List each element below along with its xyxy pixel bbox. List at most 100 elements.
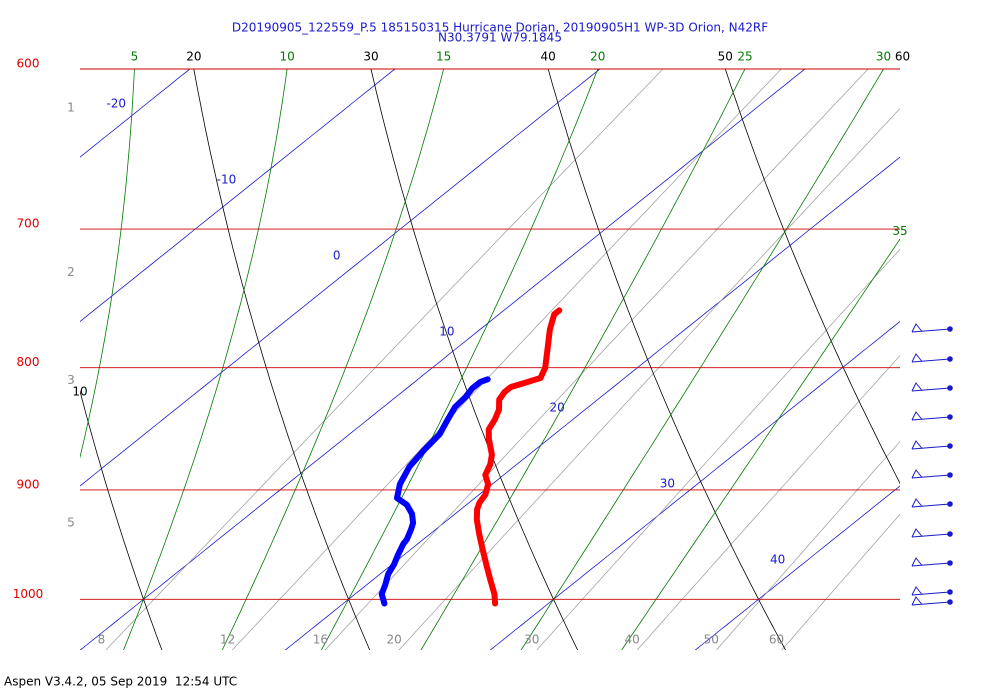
barb-flag (911, 557, 923, 567)
barb-staff (911, 503, 951, 508)
level-label: 3 (67, 373, 75, 387)
moist-adiabat-label: 15 (436, 50, 451, 64)
dry-adiabat-label: 20 (186, 50, 201, 64)
isotherm (694, 485, 900, 650)
barb-staff (911, 416, 951, 421)
mixing-ratio-label: 20 (386, 633, 401, 647)
profile-line (378, 376, 491, 607)
isotherm-label: -10 (217, 173, 237, 187)
barb-flag (911, 353, 923, 363)
moist-adiabat (420, 69, 746, 650)
wind-barb (911, 382, 953, 392)
barb-dot (947, 589, 953, 595)
barb-flag (911, 440, 923, 450)
barb-flag (911, 323, 923, 333)
barb-staff (911, 533, 951, 538)
wind-barb (911, 557, 953, 567)
wind-barb (911, 411, 953, 421)
dry-adiabat (370, 69, 579, 650)
moist-adiabat (520, 69, 884, 650)
barb-flag (911, 498, 923, 508)
mixing-ratio-line (636, 354, 900, 650)
wind-barb (911, 498, 953, 508)
isotherm-label: 40 (770, 553, 785, 567)
barb-flag (911, 411, 923, 421)
barb-staff (911, 445, 951, 450)
barb-dot (947, 472, 953, 478)
barb-flag (911, 596, 923, 606)
dry-adiabat-label: 30 (363, 50, 378, 64)
mixing-ratio-label: 60 (769, 633, 784, 647)
wind-barb (911, 586, 953, 596)
mixing-ratio-label: 50 (704, 633, 719, 647)
dry-adiabat-label: 50 (718, 50, 733, 64)
isotherm-label: 10 (439, 325, 454, 339)
footer: Aspen V3.4.2, 05 Sep 2019 12:54 UTC (4, 675, 237, 689)
y-tick-label: 800 (17, 355, 40, 369)
isotherm-label: 0 (333, 249, 341, 263)
isotherm (80, 69, 601, 487)
mixing-ratio-line (781, 513, 900, 650)
wind-barb (911, 440, 953, 450)
moist-adiabat-label: 5 (131, 50, 139, 64)
dry-adiabat-label: 10 (72, 385, 87, 399)
profile-line (473, 307, 563, 607)
background-lines (80, 69, 900, 650)
wind-barb (911, 596, 953, 606)
moist-adiabat-label: 35 (892, 224, 907, 238)
mixing-ratio-label: 8 (98, 633, 106, 647)
barb-dot (947, 560, 953, 566)
y-tick-label: 700 (17, 217, 40, 231)
barb-dot (947, 385, 953, 391)
moist-adiabat (221, 69, 445, 650)
moist-adiabat (621, 238, 900, 650)
barb-staff (911, 601, 951, 606)
barb-staff (911, 328, 951, 333)
barb-staff (911, 358, 951, 363)
isotherm-label: 30 (660, 477, 675, 491)
wind-barb (911, 469, 953, 479)
barb-staff (911, 474, 951, 479)
barb-flag (911, 586, 923, 596)
dry-adiabat (547, 69, 786, 650)
isotherm (80, 69, 806, 650)
wind-barb (911, 353, 953, 363)
barb-dot (947, 326, 953, 332)
barb-dot (947, 356, 953, 362)
wind-barb (911, 323, 953, 333)
moist-adiabat-label: 10 (279, 50, 294, 64)
barb-dot (947, 531, 953, 537)
mixing-ratio-line (398, 107, 900, 650)
moist-adiabat-label: 30 (876, 50, 891, 64)
mixing-ratio-label: 16 (313, 633, 328, 647)
mixing-ratio-line (231, 69, 782, 650)
barb-staff (911, 387, 951, 392)
barb-dot (947, 414, 953, 420)
barb-flag (911, 469, 923, 479)
y-tick-label: 600 (17, 57, 40, 71)
barb-dot (947, 443, 953, 449)
isotherm-label: 20 (550, 401, 565, 415)
mixing-ratio-line (716, 441, 900, 650)
isotherm (80, 69, 396, 323)
y-tick-label: 1000 (13, 587, 44, 601)
barb-dot (947, 501, 953, 507)
mixing-ratio-label: 30 (524, 633, 539, 647)
isotherm (284, 156, 900, 650)
moist-adiabat (123, 69, 288, 650)
dry-adiabat (193, 69, 371, 650)
moist-adiabat (80, 69, 135, 459)
isotherm (489, 321, 900, 650)
moist-adiabat (320, 69, 599, 650)
barb-flag (911, 528, 923, 538)
isotherm-label: -20 (106, 97, 126, 111)
chart-title: D20190905_122559_P.5 185150315 Hurricane… (232, 21, 768, 35)
dry-adiabat (724, 69, 900, 485)
dry-adiabat-label: 60 (895, 50, 910, 64)
wind-barb (911, 528, 953, 538)
barb-staff (911, 591, 951, 596)
